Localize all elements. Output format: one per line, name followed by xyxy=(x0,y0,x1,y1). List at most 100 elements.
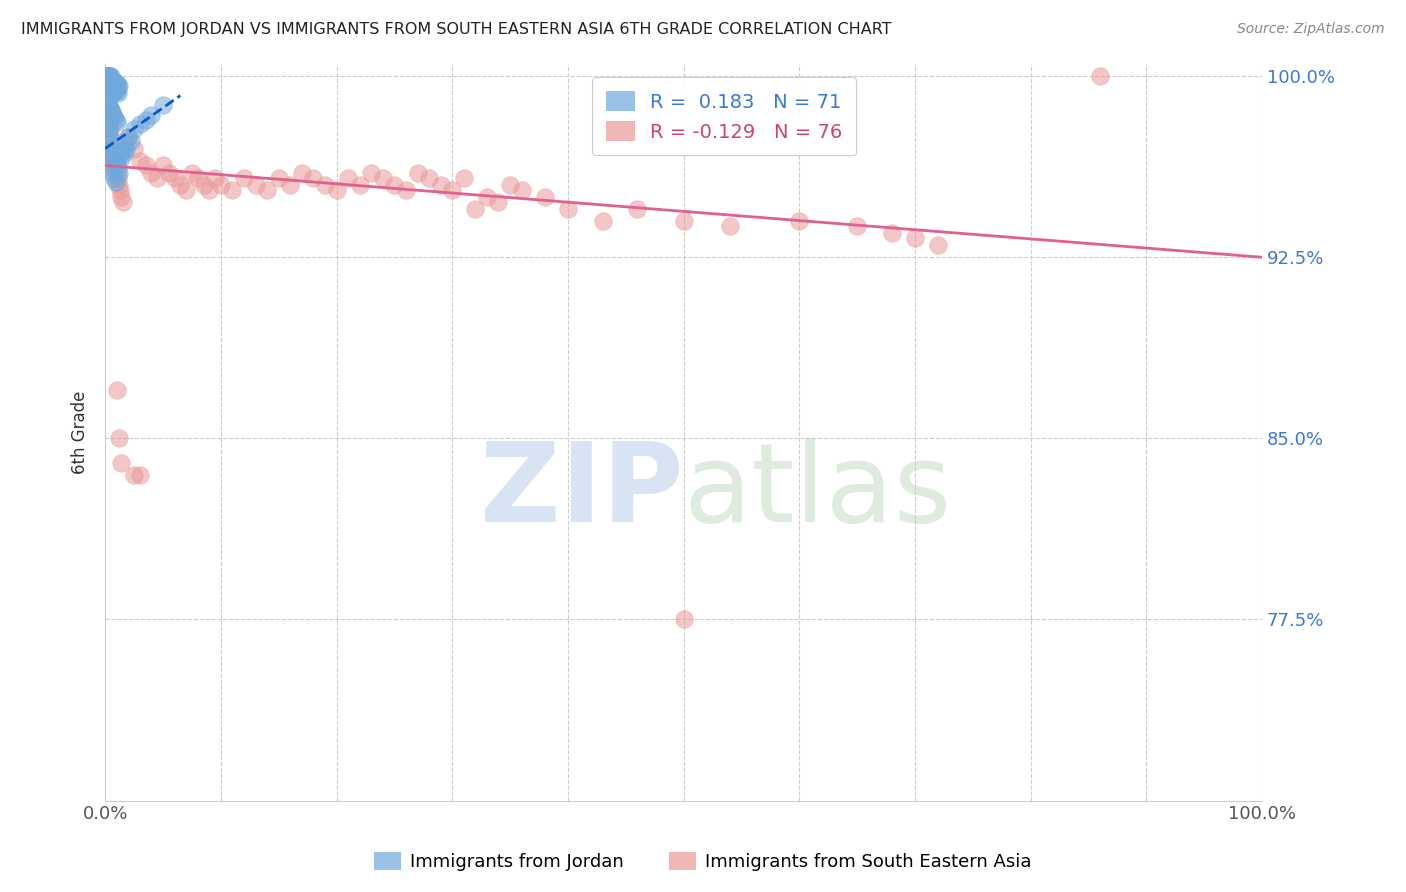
Point xyxy=(110,456,132,470)
Point xyxy=(103,146,125,161)
Text: IMMIGRANTS FROM JORDAN VS IMMIGRANTS FROM SOUTH EASTERN ASIA 6TH GRADE CORRELATI: IMMIGRANTS FROM JORDAN VS IMMIGRANTS FRO… xyxy=(21,22,891,37)
Point xyxy=(96,69,118,83)
Point xyxy=(98,132,121,146)
Point xyxy=(100,69,122,83)
Point xyxy=(787,214,810,228)
Point xyxy=(101,151,124,165)
Point xyxy=(96,69,118,83)
Point xyxy=(122,142,145,156)
Point xyxy=(291,166,314,180)
Point xyxy=(101,86,124,100)
Point xyxy=(108,431,131,445)
Point xyxy=(100,74,122,88)
Point xyxy=(488,194,510,209)
Point xyxy=(129,467,152,482)
Point xyxy=(349,178,371,192)
Point xyxy=(174,183,197,197)
Point xyxy=(135,112,157,127)
Point xyxy=(101,78,124,93)
Point xyxy=(120,134,142,148)
Point xyxy=(112,146,135,161)
Point xyxy=(221,183,243,197)
Point xyxy=(371,170,394,185)
Point xyxy=(927,238,949,252)
Point xyxy=(104,175,127,189)
Point xyxy=(101,142,124,156)
Point xyxy=(104,112,127,127)
Point xyxy=(302,170,325,185)
Point xyxy=(103,84,125,98)
Point xyxy=(395,183,418,197)
Point xyxy=(103,110,125,124)
Point xyxy=(110,183,132,197)
Point xyxy=(103,166,125,180)
Point xyxy=(98,74,121,88)
Point xyxy=(117,129,139,144)
Legend: Immigrants from Jordan, Immigrants from South Eastern Asia: Immigrants from Jordan, Immigrants from … xyxy=(367,845,1039,879)
Point xyxy=(97,69,120,83)
Point xyxy=(418,170,440,185)
Point xyxy=(101,105,124,120)
Point xyxy=(110,151,132,165)
Point xyxy=(105,84,128,98)
Point xyxy=(101,156,124,170)
Point xyxy=(129,117,152,131)
Point xyxy=(103,76,125,90)
Point xyxy=(97,127,120,141)
Point xyxy=(314,178,336,192)
Y-axis label: 6th Grade: 6th Grade xyxy=(72,391,89,474)
Point xyxy=(100,81,122,95)
Point xyxy=(453,170,475,185)
Point xyxy=(115,142,138,156)
Point xyxy=(360,166,382,180)
Text: Source: ZipAtlas.com: Source: ZipAtlas.com xyxy=(1237,22,1385,37)
Point xyxy=(107,78,129,93)
Point xyxy=(108,166,131,180)
Text: ZIP: ZIP xyxy=(481,438,683,545)
Point xyxy=(97,74,120,88)
Point xyxy=(135,159,157,173)
Point xyxy=(96,105,118,120)
Point xyxy=(98,69,121,83)
Point xyxy=(464,202,486,216)
Point xyxy=(96,93,118,107)
Point xyxy=(129,153,152,168)
Point xyxy=(245,178,267,192)
Point xyxy=(100,103,122,117)
Point xyxy=(97,117,120,131)
Point xyxy=(141,108,163,122)
Point xyxy=(429,178,451,192)
Point xyxy=(96,69,118,83)
Point xyxy=(111,142,134,156)
Point xyxy=(157,166,180,180)
Point xyxy=(103,161,125,175)
Point xyxy=(100,129,122,144)
Point xyxy=(96,93,118,107)
Point xyxy=(672,214,695,228)
Point xyxy=(718,219,741,233)
Point xyxy=(337,170,360,185)
Text: atlas: atlas xyxy=(683,438,952,545)
Point xyxy=(97,81,120,95)
Point xyxy=(278,178,301,192)
Point xyxy=(96,74,118,88)
Point xyxy=(475,190,498,204)
Point xyxy=(122,467,145,482)
Point xyxy=(169,178,191,192)
Point xyxy=(100,142,122,156)
Point xyxy=(97,98,120,112)
Point xyxy=(104,159,127,173)
Point xyxy=(117,129,139,144)
Point xyxy=(510,183,533,197)
Point xyxy=(181,166,204,180)
Point xyxy=(96,69,118,83)
Point xyxy=(146,170,169,185)
Point xyxy=(101,74,124,88)
Point xyxy=(592,214,614,228)
Point xyxy=(204,170,226,185)
Point xyxy=(107,86,129,100)
Point xyxy=(152,98,174,112)
Point xyxy=(96,117,118,131)
Point xyxy=(846,219,869,233)
Point xyxy=(104,76,127,90)
